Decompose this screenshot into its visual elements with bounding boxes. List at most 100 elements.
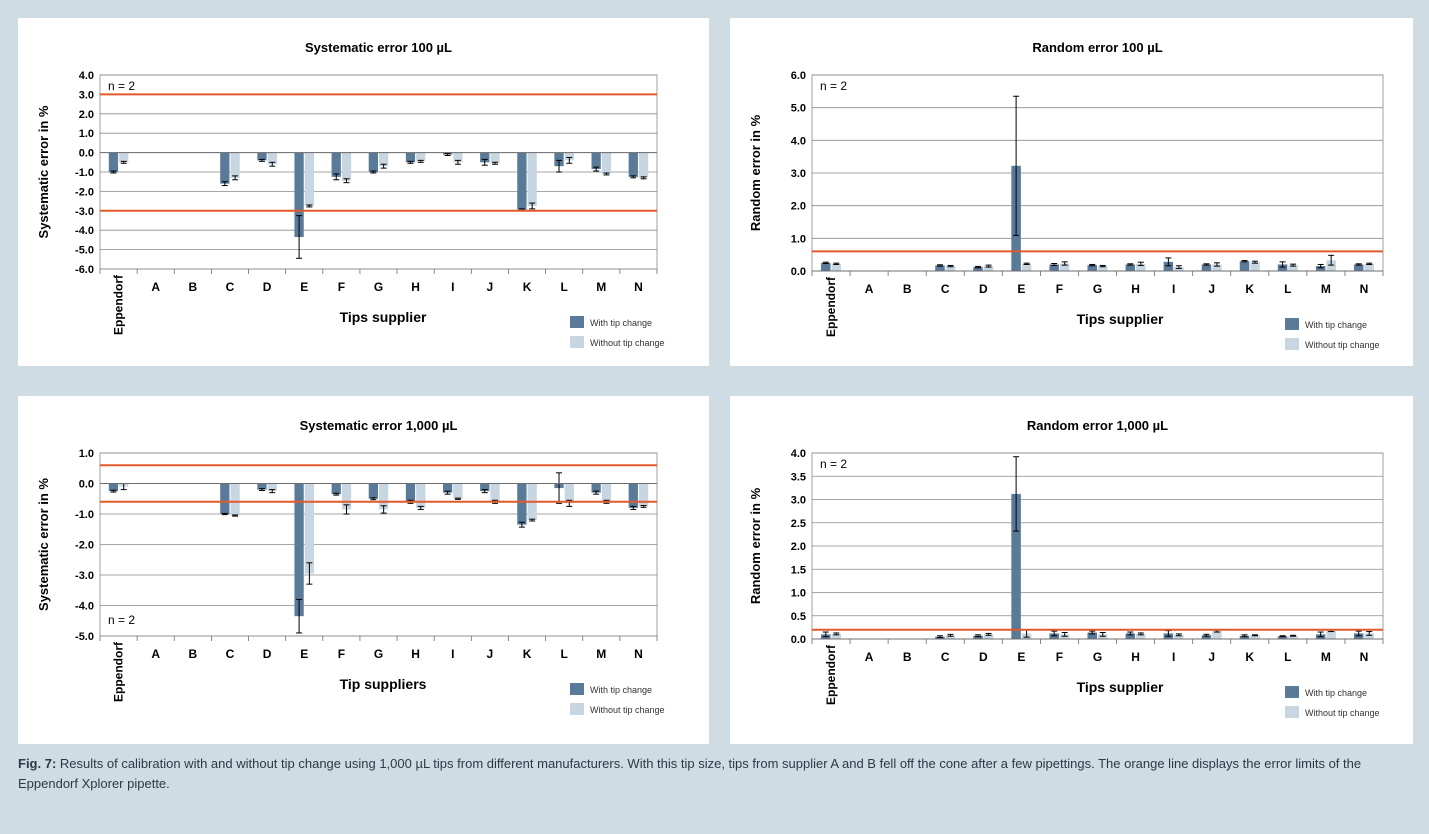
bar-without-tip-change	[945, 635, 956, 639]
bar-with-tip-change	[294, 152, 304, 237]
bar-with-tip-change	[405, 152, 416, 163]
x-tick-label: G	[374, 647, 383, 661]
bar-without-tip-change	[304, 152, 315, 206]
x-tick-label: H	[1131, 282, 1140, 296]
bar-without-tip-change	[304, 483, 315, 574]
x-tick-label: N	[1360, 282, 1369, 296]
bar-with-tip-change	[108, 483, 119, 492]
legend-label: With tip change	[1305, 688, 1367, 698]
legend-label: Without tip change	[1305, 708, 1380, 718]
bar-with-tip-change	[480, 483, 490, 492]
bar-without-tip-change	[453, 483, 463, 499]
y-tick-label: 0.0	[79, 479, 94, 491]
x-tick-label: K	[1245, 650, 1254, 664]
x-tick-label: J	[1208, 650, 1215, 664]
y-tick-label: 1.0	[791, 233, 806, 245]
bar-without-tip-change	[1212, 631, 1222, 639]
x-tick-label: A	[865, 650, 874, 664]
y-tick-label: -2.0	[75, 540, 94, 552]
bar-with-tip-change	[368, 483, 378, 499]
y-tick-label: -4.0	[75, 601, 94, 613]
x-tick-label: G	[1093, 650, 1102, 664]
bar-with-tip-change	[1049, 264, 1059, 271]
x-tick-label: D	[979, 282, 988, 296]
plot-frame	[99, 452, 658, 637]
y-tick-label: -1.0	[75, 509, 94, 521]
legend-swatch	[1285, 318, 1299, 330]
y-tick-label: 0.0	[79, 148, 94, 160]
bar-with-tip-change	[1011, 493, 1021, 639]
x-axis-title: Tips supplier	[1077, 311, 1164, 327]
y-tick-label: -6.0	[75, 264, 94, 276]
y-tick-label: -4.0	[75, 225, 94, 237]
x-tick-label: N	[634, 280, 643, 294]
bar-without-tip-change	[945, 266, 956, 271]
sample-size-note: n = 2	[108, 613, 135, 627]
bar-without-tip-change	[1174, 267, 1184, 271]
x-axis-title: Tips supplier	[1077, 679, 1164, 695]
figure-caption-text: Results of calibration with and without …	[18, 756, 1362, 791]
bar-without-tip-change	[230, 483, 240, 516]
chart-title: Random error 100 µL	[1032, 40, 1162, 55]
x-tick-label: N	[634, 647, 643, 661]
legend-label: With tip change	[1305, 320, 1367, 330]
legend-swatch	[1285, 706, 1299, 718]
bar-with-tip-change	[1201, 264, 1212, 271]
bar-with-tip-change	[1201, 635, 1212, 639]
bar-without-tip-change	[267, 483, 277, 492]
bar-without-tip-change	[564, 152, 574, 161]
x-tick-label: L	[1284, 650, 1291, 664]
x-tick-label: C	[941, 650, 950, 664]
bar-without-tip-change	[1364, 633, 1374, 639]
bar-with-tip-change	[257, 483, 267, 490]
x-tick-label: J	[487, 280, 494, 294]
bar-with-tip-change	[331, 152, 341, 177]
bar-with-tip-change	[1125, 633, 1136, 639]
bar-with-tip-change	[331, 483, 341, 495]
y-tick-label: -5.0	[75, 631, 94, 643]
x-tick-label: G	[1093, 282, 1102, 296]
bar-with-tip-change	[1163, 261, 1174, 271]
x-tick-label: F	[338, 647, 345, 661]
x-tick-label: M	[1321, 650, 1331, 664]
y-axis-title: Random error in %	[748, 487, 763, 604]
y-axis-title: Systematic error in %	[36, 105, 51, 238]
bar-without-tip-change	[230, 152, 240, 178]
y-axis-title: Random error in %	[748, 114, 763, 231]
bar-without-tip-change	[601, 483, 612, 502]
y-tick-label: 2.0	[791, 541, 806, 553]
bar-without-tip-change	[453, 152, 463, 163]
x-tick-label: K	[523, 280, 532, 294]
x-tick-label: H	[411, 280, 420, 294]
y-tick-label: 1.0	[79, 448, 94, 460]
x-tick-label: F	[1056, 650, 1063, 664]
chart-panel-systematic-1000: Systematic error 1,000 µL 1.0 0.0 -1.0 -2.0 -…	[18, 396, 709, 744]
bar-without-tip-change	[564, 483, 574, 504]
legend-swatch	[570, 316, 584, 328]
x-axis-title: Tip suppliers	[340, 676, 427, 692]
bar-with-tip-change	[405, 483, 416, 502]
bar-with-tip-change	[591, 152, 601, 170]
bar-without-tip-change	[341, 483, 352, 510]
bar-with-tip-change	[257, 152, 267, 161]
x-tick-label: F	[338, 280, 345, 294]
legend-swatch	[1285, 686, 1299, 698]
x-tick-label: E	[300, 647, 308, 661]
bar-with-tip-change	[628, 152, 638, 177]
y-tick-label: 3.0	[791, 168, 806, 180]
y-tick-label: 2.5	[791, 518, 806, 530]
x-tick-label: Eppendorf	[824, 644, 838, 705]
bar-without-tip-change	[1250, 262, 1260, 271]
bar-with-tip-change	[1277, 636, 1288, 639]
y-tick-label: 6.0	[791, 70, 806, 82]
x-tick-label: Eppendorf	[112, 274, 126, 335]
chart-svg: Random error 100 µL 6.0 5.0 4.0 3.0 2.0 1.0 0.0…	[748, 40, 1384, 350]
bar-with-tip-change	[1239, 635, 1250, 639]
bar-with-tip-change	[1125, 264, 1136, 271]
x-tick-label: D	[263, 647, 272, 661]
y-tick-label: 1.0	[791, 588, 806, 600]
x-tick-label: M	[596, 280, 606, 294]
x-tick-label: J	[487, 647, 494, 661]
bar-without-tip-change	[379, 152, 389, 167]
legend-label: Without tip change	[590, 338, 665, 348]
